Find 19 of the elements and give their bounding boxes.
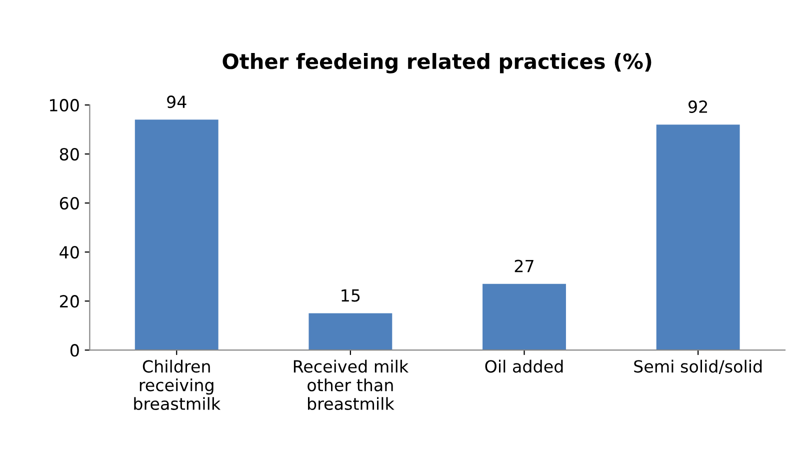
bar [134,120,218,350]
data-label: 27 [514,260,534,272]
data-label: 94 [167,96,186,108]
y-tick-label: 0 [70,344,79,357]
y-tick-label: 60 [60,196,79,210]
data-label: 92 [688,100,708,114]
bar [482,284,566,350]
y-tick-label: 80 [60,148,79,161]
x-tick-label: Children receiving breastmilk [134,360,221,410]
x-tick-label: Oil added [485,360,563,373]
bar [656,124,740,350]
y-tick-label: 40 [60,246,79,259]
chart-title: Other feedeing related practices (%) [222,53,652,74]
bar [308,313,392,350]
x-tick-label: Received milk other than breastmilk [294,360,409,410]
y-tick-label: 100 [50,98,79,112]
y-tick-label: 20 [60,295,79,308]
x-tick-label: Semi solid/solid [634,360,762,374]
data-label: 15 [342,289,360,302]
